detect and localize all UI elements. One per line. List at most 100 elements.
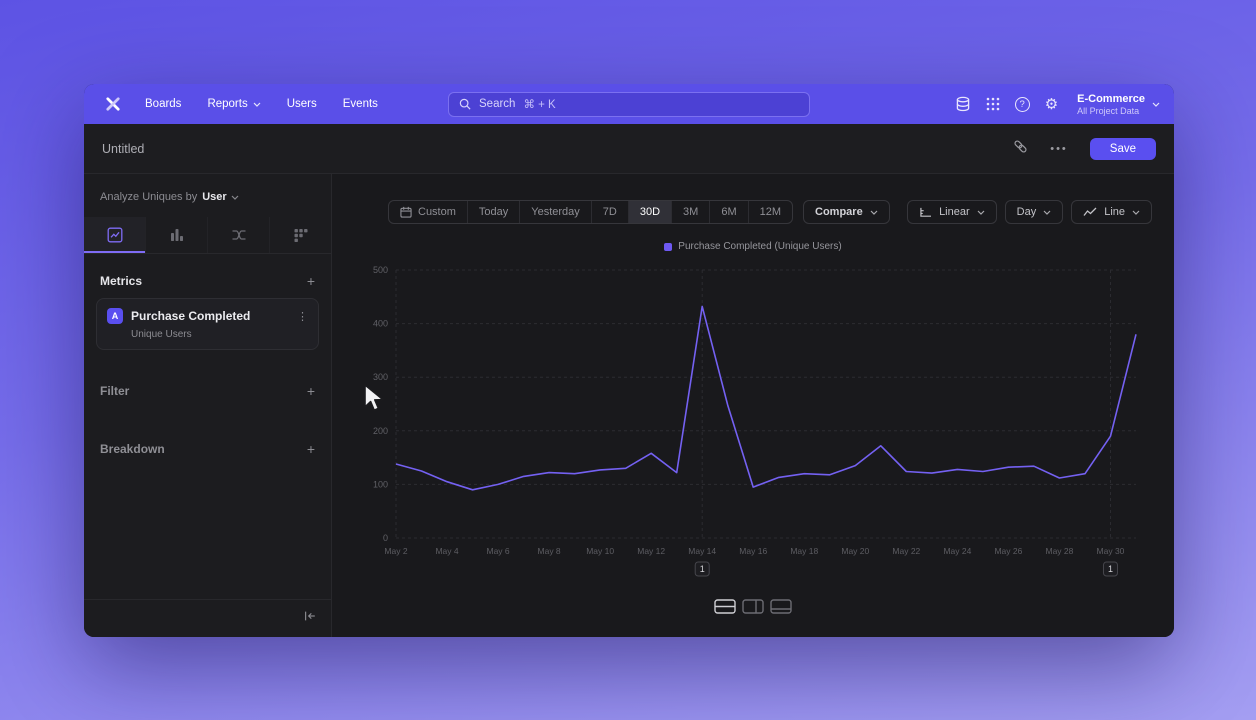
compare-button[interactable]: Compare [803, 200, 890, 224]
range-button-today[interactable]: Today [466, 201, 519, 223]
help-icon[interactable]: ? [1014, 96, 1030, 112]
range-button-6m[interactable]: 6M [709, 201, 747, 223]
interval-label: Day [1016, 206, 1037, 218]
save-button[interactable]: Save [1089, 137, 1156, 160]
svg-text:May 2: May 2 [384, 546, 407, 556]
tab-insights[interactable] [84, 217, 145, 253]
view-chart-table-split-icon[interactable] [714, 599, 736, 614]
metrics-heading: Metrics [100, 274, 143, 288]
metrics-section-header: Metrics + [84, 254, 331, 298]
chart-type-selector[interactable]: Line [1071, 200, 1152, 224]
tab-flows[interactable] [207, 217, 269, 253]
svg-text:May 4: May 4 [435, 546, 458, 556]
range-group: Custom Today Yesterday 7D 30D 3M 6M 12M [388, 200, 794, 224]
sidebar-footer [84, 599, 331, 637]
metric-subtitle[interactable]: Unique Users [131, 329, 192, 340]
filter-heading: Filter [100, 384, 130, 398]
chevron-down-icon [1043, 210, 1051, 215]
svg-text:May 22: May 22 [892, 546, 920, 556]
svg-text:1: 1 [700, 564, 705, 574]
nav-item-events[interactable]: Events [342, 98, 378, 110]
link-icon[interactable] [1013, 139, 1028, 159]
line-chart[interactable]: 0 100 200 300 400 500 May 2 May 4 May 6 May 8 May … [344, 256, 1156, 590]
insights-tab-icon [107, 227, 122, 243]
kebab-menu-icon[interactable]: ⋮ [297, 310, 308, 323]
svg-text:May 18: May 18 [790, 546, 818, 556]
analyze-prefix: Analyze Uniques by [100, 191, 198, 203]
report-title[interactable]: Untitled [102, 141, 145, 156]
metric-badge: A [107, 308, 123, 324]
nav-item-reports[interactable]: Reports [194, 98, 273, 110]
range-button-12m[interactable]: 12M [747, 201, 792, 223]
flows-tab-icon [232, 230, 245, 240]
svg-text:300: 300 [373, 372, 388, 382]
collapse-sidebar-icon[interactable] [303, 609, 317, 628]
breakdown-section-header: Breakdown + [84, 422, 331, 466]
svg-text:May 6: May 6 [486, 546, 509, 556]
analyze-value: User [202, 191, 227, 203]
add-filter-button[interactable]: + [306, 383, 315, 399]
interval-selector[interactable]: Day [1004, 200, 1064, 224]
data-stack-icon[interactable] [955, 96, 971, 112]
nav-menu: Boards Reports Users Events [132, 98, 391, 110]
chevron-down-icon [1132, 210, 1140, 215]
svg-text:400: 400 [373, 319, 388, 329]
svg-text:May 24: May 24 [943, 546, 971, 556]
main-panel: Custom Today Yesterday 7D 30D 3M 6M 12M Compare… [332, 174, 1174, 637]
add-breakdown-button[interactable]: + [306, 441, 315, 457]
legend-label: Purchase Completed (Unique Users) [678, 241, 842, 252]
chart-type-label: Line [1104, 206, 1125, 218]
chart-area: 0 100 200 300 400 500 May 2 May 4 May 6 May 8 May … [332, 252, 1174, 595]
nav-right: ? ⚙ E-Commerce All Project Data [955, 93, 1160, 116]
calendar-icon [400, 206, 412, 218]
svg-text:1: 1 [1108, 564, 1113, 574]
svg-text:May 10: May 10 [586, 546, 614, 556]
chevron-down-icon [870, 210, 878, 215]
chevron-down-icon [1152, 102, 1160, 107]
chart-legend: Purchase Completed (Unique Users) [332, 241, 1174, 252]
chevron-down-icon [977, 210, 985, 215]
project-scope: All Project Data [1077, 105, 1140, 116]
chevron-down-icon [231, 195, 239, 200]
apps-grid-icon[interactable] [986, 97, 1000, 111]
analyze-uniques-selector[interactable]: Analyze Uniques by User [84, 186, 331, 208]
retention-tab-icon [294, 229, 307, 242]
report-type-tabs [84, 217, 331, 254]
svg-text:100: 100 [373, 479, 388, 489]
legend-swatch [664, 242, 673, 251]
range-button-3m[interactable]: 3M [671, 201, 709, 223]
svg-text:May 20: May 20 [841, 546, 869, 556]
project-switcher[interactable]: E-Commerce All Project Data [1077, 93, 1160, 116]
breakdown-heading: Breakdown [100, 442, 165, 456]
range-button-30d[interactable]: 30D [627, 201, 672, 223]
app-window: Boards Reports Users Events Search ⌘ + K [84, 84, 1174, 637]
scale-selector[interactable]: Linear [907, 200, 997, 224]
search-input[interactable]: Search ⌘ + K [448, 91, 810, 117]
filter-section-header: Filter + [84, 364, 331, 408]
axis-icon [920, 207, 932, 217]
compare-label: Compare [815, 206, 863, 218]
view-bottom-panel-icon[interactable] [770, 599, 792, 614]
more-icon[interactable]: ••• [1050, 142, 1068, 155]
svg-text:May 12: May 12 [637, 546, 665, 556]
gear-icon[interactable]: ⚙ [1044, 95, 1059, 113]
svg-text:May 8: May 8 [538, 546, 561, 556]
view-side-panel-icon[interactable] [742, 599, 764, 614]
line-chart-icon [1083, 207, 1097, 216]
mixpanel-logo-icon[interactable] [104, 95, 122, 113]
svg-text:0: 0 [383, 533, 388, 543]
nav-item-users[interactable]: Users [286, 98, 317, 110]
metric-name: Purchase Completed [131, 309, 251, 323]
range-button-custom[interactable]: Custom [389, 201, 467, 223]
range-button-yesterday[interactable]: Yesterday [519, 201, 591, 223]
search-label: Search [479, 98, 516, 110]
view-toggles [332, 599, 1174, 614]
report-header: Untitled ••• Save [84, 124, 1174, 174]
svg-text:May 30: May 30 [1097, 546, 1125, 556]
nav-item-boards[interactable]: Boards [145, 98, 182, 110]
tab-retention[interactable] [269, 217, 331, 253]
tab-funnels[interactable] [145, 217, 207, 253]
add-metric-button[interactable]: + [306, 273, 315, 289]
metric-card[interactable]: A Purchase Completed ⋮ Unique Users [96, 298, 319, 350]
range-button-7d[interactable]: 7D [590, 201, 628, 223]
